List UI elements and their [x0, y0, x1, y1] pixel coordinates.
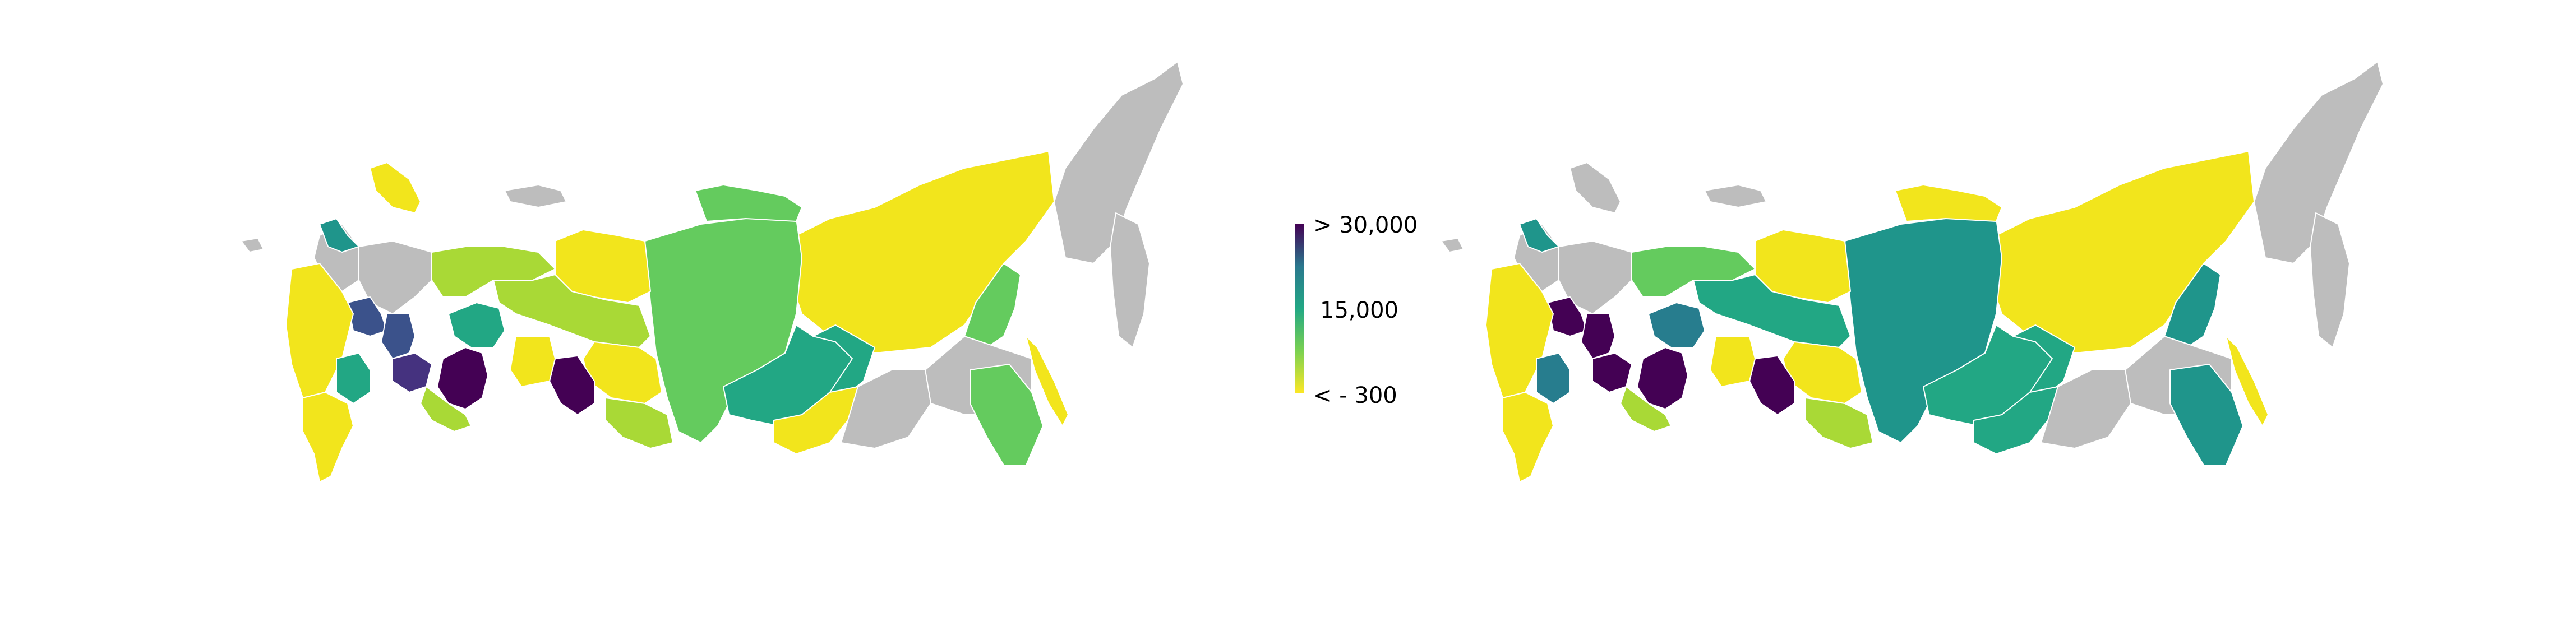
region-komi	[431, 246, 556, 298]
region-altai	[605, 397, 673, 449]
region-volga	[1581, 313, 1615, 359]
region-volga	[381, 313, 416, 359]
region-yakutia	[1990, 151, 2255, 354]
region-leningrad	[1519, 218, 1559, 253]
region-khanty-mansi	[493, 274, 651, 348]
region-sakhalin	[2226, 336, 2269, 426]
colorbar-max-label: > 30,000	[1313, 212, 1418, 238]
colorbar-mid-label: 15,000	[1320, 298, 1398, 323]
region-bashkortostan	[392, 352, 432, 393]
region-kemerovo	[549, 355, 595, 415]
region-sverdlovsk	[1648, 302, 1705, 348]
region-novaya-zemlya	[504, 184, 567, 208]
region-sakhalin	[1026, 336, 1069, 426]
region-arkhangelsk	[358, 240, 432, 314]
region-south	[1536, 352, 1571, 404]
left-map	[241, 61, 1184, 483]
region-magadan	[2164, 263, 2221, 348]
region-novosibirsk	[1710, 336, 1756, 387]
region-far-east-chukotka	[1054, 61, 1184, 264]
region-magadan	[964, 263, 1021, 348]
region-taimyr-north	[695, 184, 802, 222]
region-murmansk	[1569, 162, 1621, 214]
region-caucasus	[1502, 392, 1554, 483]
region-primorye	[970, 364, 1044, 466]
region-arkhangelsk	[1558, 240, 1632, 314]
region-tyumen	[1637, 347, 1688, 410]
colorbar	[1295, 224, 1304, 393]
right-map	[1441, 61, 2384, 483]
region-bashkortostan	[1592, 352, 1632, 393]
region-south	[336, 352, 371, 404]
region-altai	[1805, 397, 1873, 449]
region-irkutsk	[1923, 324, 2053, 426]
region-zabaikalsky	[2041, 369, 2131, 449]
region-yakutia	[790, 151, 1055, 354]
region-kamchatka	[2310, 212, 2350, 348]
region-novaya-zemlya	[1704, 184, 1767, 208]
region-kamchatka	[1110, 212, 1150, 348]
colorbar-min-label: < - 300	[1313, 383, 1397, 409]
region-murmansk	[370, 162, 421, 214]
region-komi	[1631, 246, 1756, 298]
region-kaliningrad	[241, 238, 264, 253]
region-zabaikalsky	[841, 369, 931, 449]
region-khanty-mansi	[1693, 274, 1851, 348]
region-kaliningrad	[1441, 238, 1464, 253]
region-leningrad	[319, 218, 359, 253]
region-far-east-chukotka	[2254, 61, 2384, 264]
region-sverdlovsk	[448, 302, 505, 348]
region-chelyabinsk	[1620, 386, 1672, 432]
region-primorye	[2169, 364, 2243, 466]
region-irkutsk	[723, 324, 853, 426]
region-tyumen	[437, 347, 488, 410]
region-novosibirsk	[510, 336, 556, 387]
region-chelyabinsk	[420, 386, 472, 432]
region-caucasus	[302, 392, 354, 483]
region-kemerovo	[1749, 355, 1795, 415]
region-taimyr-north	[1895, 184, 2002, 222]
